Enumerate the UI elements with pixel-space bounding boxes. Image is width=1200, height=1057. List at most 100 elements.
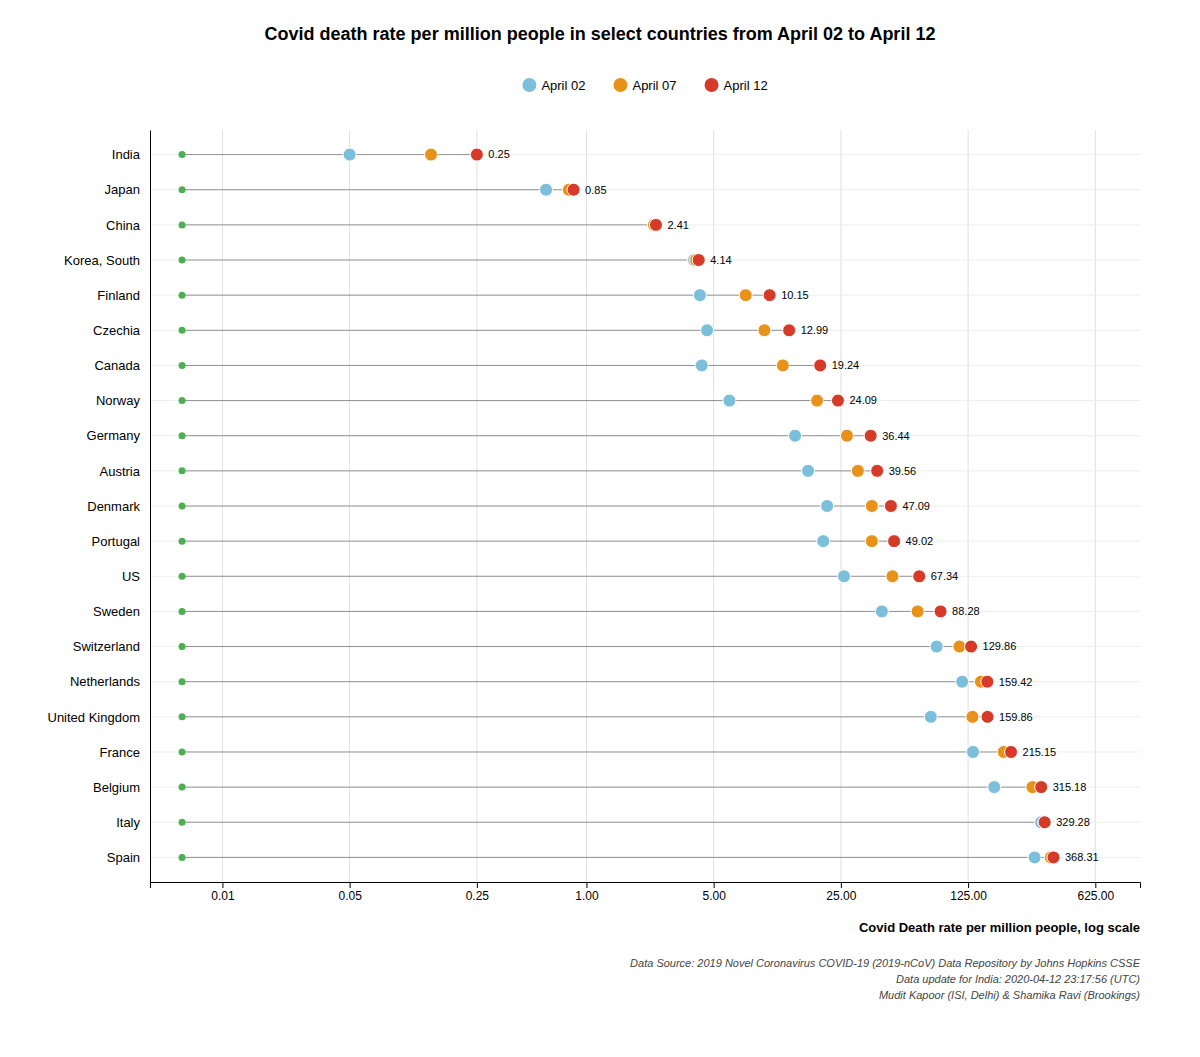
y-grid-line — [150, 822, 1140, 823]
dot — [1028, 851, 1041, 864]
y-tick-label: Canada — [94, 358, 140, 373]
base-dot — [179, 151, 186, 158]
dot — [1035, 781, 1048, 794]
dot — [763, 289, 776, 302]
legend-swatch — [613, 78, 627, 92]
data-label: 368.31 — [1065, 851, 1099, 863]
y-tick: Switzerland — [73, 639, 150, 654]
y-tick: Germany — [87, 428, 150, 443]
base-dot — [179, 362, 186, 369]
dot — [649, 218, 662, 231]
dot — [888, 535, 901, 548]
dot — [865, 500, 878, 513]
data-label: 49.02 — [906, 535, 934, 547]
dot — [851, 464, 864, 477]
base-dot — [179, 854, 186, 861]
y-tick: France — [100, 745, 150, 760]
y-tick-label: Italy — [116, 815, 140, 830]
data-label: 19.24 — [832, 359, 860, 371]
y-grid-line — [150, 751, 1140, 752]
title: Covid death rate per million people in s… — [265, 24, 936, 44]
base-dot — [179, 608, 186, 615]
dot — [1005, 745, 1018, 758]
data-label: 10.15 — [781, 289, 809, 301]
stem — [182, 611, 941, 612]
legend-label: April 07 — [632, 78, 676, 93]
dot — [864, 429, 877, 442]
y-tick: Portugal — [92, 534, 150, 549]
stem — [182, 330, 789, 331]
y-tick-label: United Kingdom — [48, 710, 141, 725]
dot — [540, 183, 553, 196]
base-dot — [179, 327, 186, 334]
stem — [182, 260, 699, 261]
y-grid-line — [150, 189, 1140, 190]
x-tick-label: 0.01 — [211, 889, 235, 903]
dot — [789, 429, 802, 442]
y-tick-label: Korea, South — [64, 253, 140, 268]
y-tick-label: Japan — [105, 182, 140, 197]
base-dot — [179, 432, 186, 439]
dot — [988, 781, 1001, 794]
data-label: 0.85 — [585, 184, 606, 196]
stem — [182, 787, 1041, 788]
footnote-line: Data Source: 2019 Novel Coronavirus COVI… — [630, 957, 1141, 969]
dot — [776, 359, 789, 372]
legend-item: April 12 — [705, 78, 768, 93]
x-tick-mark — [350, 882, 351, 888]
x-tick-label: 5.00 — [702, 889, 726, 903]
legend: April 02April 07April 12 — [522, 78, 767, 93]
y-tick: China — [106, 218, 150, 233]
y-tick: Italy — [116, 815, 150, 830]
legend-swatch — [522, 78, 536, 92]
y-tick: Denmark — [87, 499, 150, 514]
legend-item: April 07 — [613, 78, 676, 93]
y-grid-line — [150, 576, 1140, 577]
data-label: 159.42 — [999, 676, 1033, 688]
x-tick: 625.00 — [1077, 882, 1114, 903]
x-tick-mark — [477, 882, 478, 888]
dot — [930, 640, 943, 653]
x-axis-title: Covid Death rate per million people, log… — [859, 920, 1140, 935]
base-dot — [179, 678, 186, 685]
y-tick: Spain — [107, 850, 150, 865]
y-grid-line — [150, 470, 1140, 471]
dot — [913, 570, 926, 583]
x-tick: 0.05 — [338, 882, 362, 903]
y-tick-label: Spain — [107, 850, 140, 865]
x-tick: 125.00 — [950, 882, 987, 903]
dot — [470, 148, 483, 161]
y-tick: United Kingdom — [48, 710, 151, 725]
y-grid-line — [150, 541, 1140, 542]
dot — [831, 394, 844, 407]
y-tick: Belgium — [93, 780, 150, 795]
footnote: Data Source: 2019 Novel Coronavirus COVI… — [630, 957, 1141, 1001]
y-axis-line — [150, 131, 151, 883]
dot — [817, 535, 830, 548]
data-label: 4.14 — [710, 254, 731, 266]
stem — [182, 751, 1011, 752]
x-tick: 0.25 — [466, 882, 490, 903]
series-3 — [470, 148, 1060, 864]
dot — [981, 675, 994, 688]
dot — [695, 359, 708, 372]
x-tick-mark — [1095, 882, 1096, 888]
base-dot — [179, 503, 186, 510]
dot — [821, 500, 834, 513]
y-grid-line — [150, 260, 1140, 261]
data-label: 36.44 — [882, 430, 910, 442]
dot — [567, 183, 580, 196]
data-label: 12.99 — [801, 324, 829, 336]
y-grid-line — [150, 154, 1140, 155]
dot — [692, 254, 705, 267]
y-tick-label: Austria — [100, 464, 141, 479]
x-tick-mark — [968, 882, 969, 888]
stem — [182, 857, 1053, 858]
base-dot — [179, 573, 186, 580]
data-label: 159.86 — [999, 711, 1033, 723]
y-tick-label: Belgium — [93, 780, 140, 795]
data-label: 24.09 — [849, 394, 877, 406]
dot — [886, 570, 899, 583]
y-grid-line — [150, 611, 1140, 612]
dot — [343, 148, 356, 161]
